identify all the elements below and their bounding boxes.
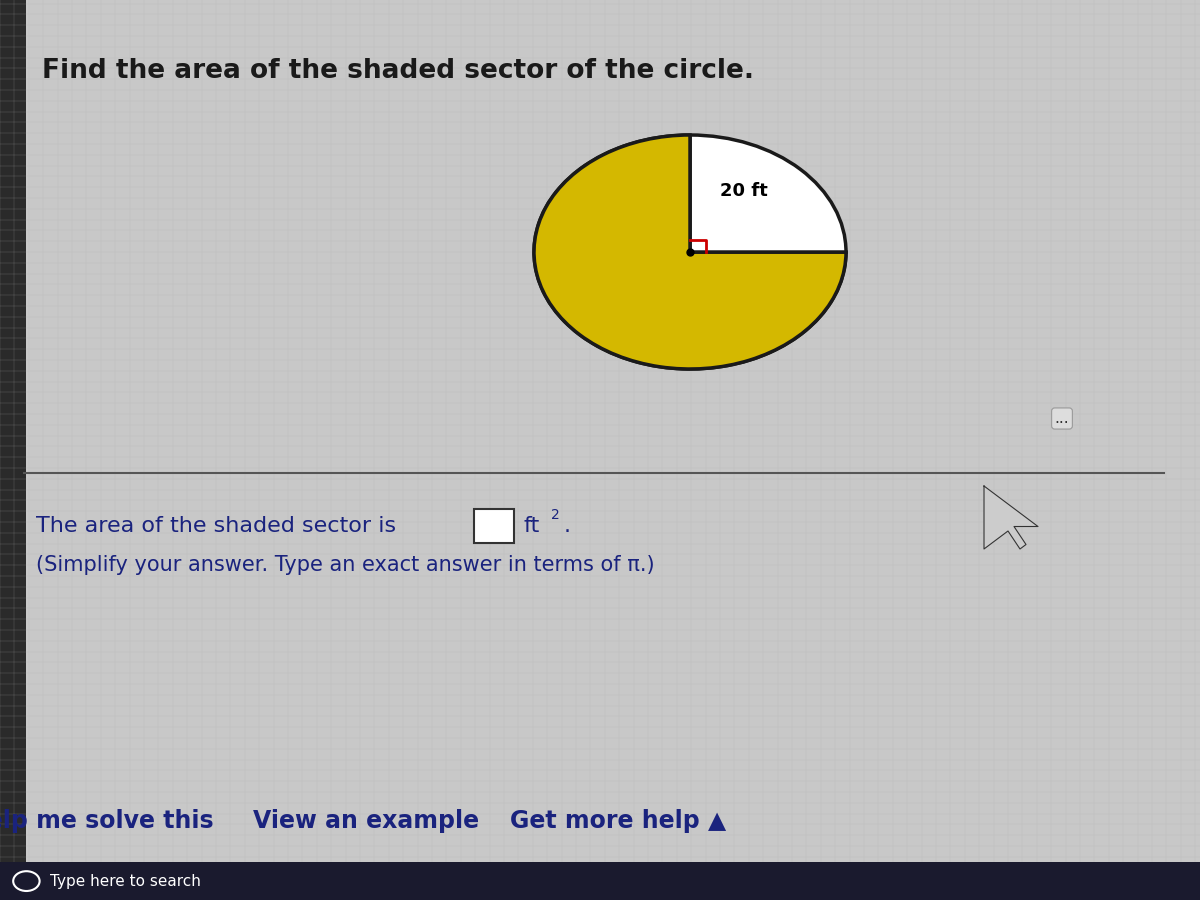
Text: ft: ft bbox=[523, 517, 540, 536]
Polygon shape bbox=[984, 486, 1038, 549]
Text: ...: ... bbox=[1055, 411, 1069, 426]
Text: Get more help ▲: Get more help ▲ bbox=[510, 809, 726, 832]
FancyBboxPatch shape bbox=[474, 508, 514, 543]
Circle shape bbox=[534, 135, 846, 369]
Text: The area of the shaded sector is: The area of the shaded sector is bbox=[36, 517, 396, 536]
Text: .: . bbox=[564, 517, 571, 536]
Text: View an example: View an example bbox=[253, 809, 479, 832]
Wedge shape bbox=[534, 135, 846, 369]
Text: Type here to search: Type here to search bbox=[50, 874, 202, 888]
Text: 2: 2 bbox=[551, 508, 559, 522]
Text: (Simplify your answer. Type an exact answer in terms of π.): (Simplify your answer. Type an exact ans… bbox=[36, 555, 655, 575]
Text: Find the area of the shaded sector of the circle.: Find the area of the shaded sector of th… bbox=[42, 58, 754, 85]
Text: 20 ft: 20 ft bbox=[720, 182, 768, 200]
FancyBboxPatch shape bbox=[0, 862, 1200, 900]
Text: Help me solve this: Help me solve this bbox=[0, 809, 214, 832]
FancyBboxPatch shape bbox=[0, 0, 26, 900]
